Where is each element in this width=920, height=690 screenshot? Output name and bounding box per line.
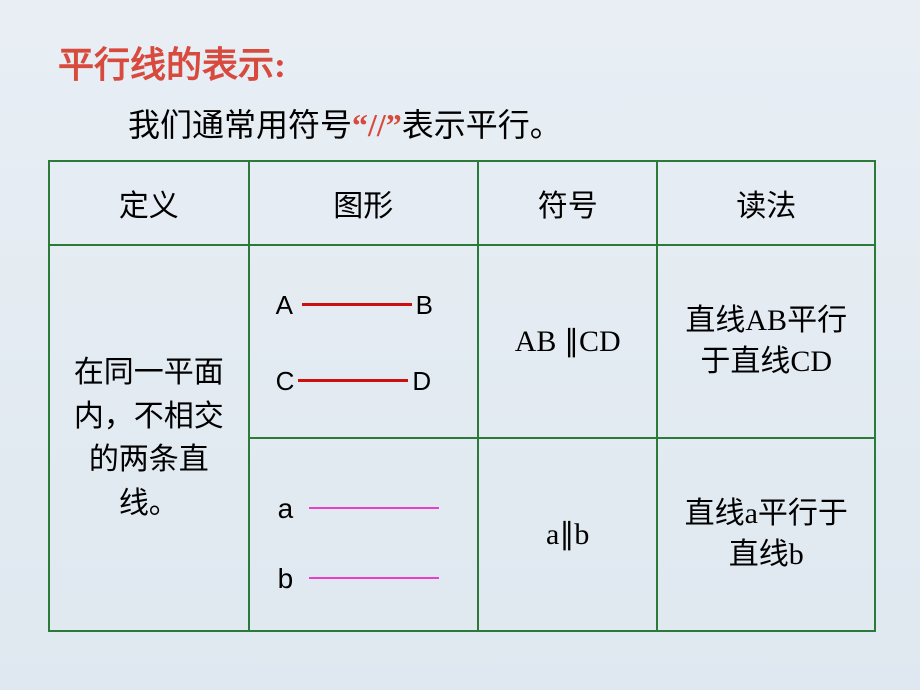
pinkline-a	[309, 507, 439, 509]
reading-ab-cd: 直线AB平行于直线CD	[657, 245, 875, 438]
header-reading: 读法	[657, 161, 875, 245]
header-definition: 定义	[49, 161, 249, 245]
label-d: D	[412, 366, 431, 396]
redline-ab	[302, 303, 412, 306]
figure-a-b: a b	[249, 438, 478, 631]
subtitle: 我们通常用符号“//”表示平行。	[128, 100, 562, 146]
redline-cd	[298, 379, 408, 382]
header-figure: 图形	[249, 161, 478, 245]
table-header-row: 定义 图形 符号 读法	[49, 161, 875, 245]
subtitle-post: 表示平行。	[402, 107, 562, 143]
page-title: 平行线的表示:	[58, 36, 286, 88]
pinkline-b	[309, 577, 439, 579]
label-a: A	[276, 290, 298, 321]
line-a-row: a	[278, 493, 440, 525]
parallel-symbol-text: “//”	[352, 107, 402, 143]
line-ab: AB	[276, 290, 456, 321]
line-cd: CD	[276, 366, 456, 397]
header-symbol: 符号	[478, 161, 658, 245]
symbol-ab-cd: AB ∥CD	[478, 245, 658, 438]
label-b-lower: b	[278, 563, 294, 594]
reading-a-b: 直线a平行于直线b	[657, 438, 875, 631]
definition-cell: 在同一平面内，不相交的两条直线。	[49, 245, 249, 631]
subtitle-pre: 我们通常用符号	[128, 107, 352, 143]
label-a-lower: a	[278, 493, 294, 524]
label-b: B	[416, 290, 438, 321]
parallel-table: 定义 图形 符号 读法 在同一平面内，不相交的两条直线。 AB CD AB ∥C…	[48, 160, 876, 632]
table-row: 在同一平面内，不相交的两条直线。 AB CD AB ∥CD 直线AB平行于直线C…	[49, 245, 875, 438]
label-c: C	[276, 366, 295, 396]
symbol-a-b: a∥b	[478, 438, 658, 631]
line-b-row: b	[278, 563, 440, 595]
figure-ab-cd: AB CD	[249, 245, 478, 438]
